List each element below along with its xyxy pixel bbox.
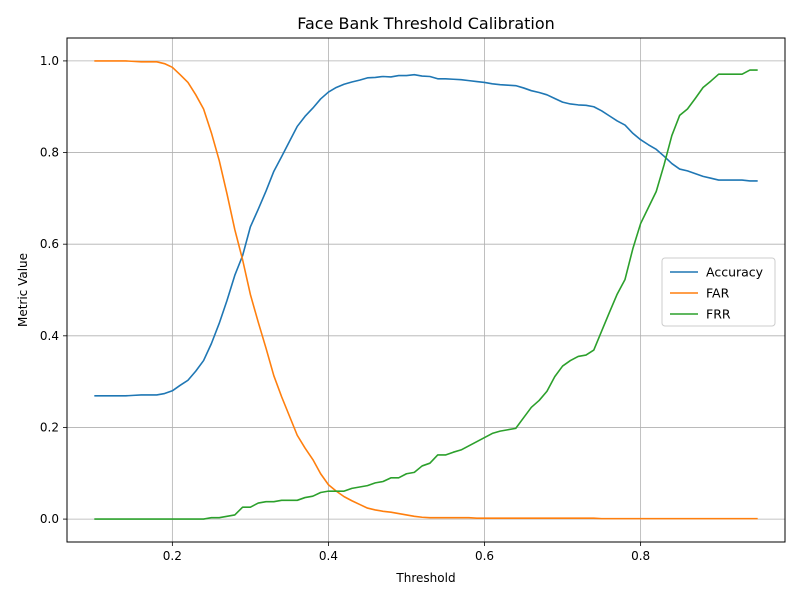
y-tick-label: 0.2 bbox=[40, 420, 59, 434]
x-axis-label: Threshold bbox=[395, 571, 455, 585]
chart-title: Face Bank Threshold Calibration bbox=[297, 14, 555, 33]
x-tick-label: 0.4 bbox=[319, 549, 338, 563]
y-tick-label: 1.0 bbox=[40, 54, 59, 68]
y-tick-label: 0.6 bbox=[40, 237, 59, 251]
x-tick-label: 0.8 bbox=[631, 549, 650, 563]
series-line-frr bbox=[94, 69, 758, 520]
y-tick-label: 0.4 bbox=[40, 329, 59, 343]
axes-frame bbox=[66, 37, 786, 543]
legend-label-far: FAR bbox=[706, 286, 730, 301]
legend: Accuracy FAR FRR bbox=[661, 257, 776, 327]
y-tick-label: 0.0 bbox=[40, 512, 59, 526]
legend-box bbox=[661, 257, 776, 327]
plot-series bbox=[94, 60, 758, 520]
x-tick-label: 0.2 bbox=[163, 549, 182, 563]
axis-ticks: 0.2 0.4 0.6 0.8 0.0 0.2 0.4 0.6 0.8 1.0 bbox=[40, 54, 650, 563]
grid-lines bbox=[67, 38, 785, 542]
series-line-accuracy bbox=[94, 73, 758, 397]
x-tick-label: 0.6 bbox=[475, 549, 494, 563]
legend-label-accuracy: Accuracy bbox=[706, 265, 764, 280]
series-line-far bbox=[94, 60, 758, 520]
y-tick-label: 0.8 bbox=[40, 146, 59, 160]
y-axis-label: Metric Value bbox=[16, 253, 30, 327]
legend-label-frr: FRR bbox=[706, 307, 731, 322]
